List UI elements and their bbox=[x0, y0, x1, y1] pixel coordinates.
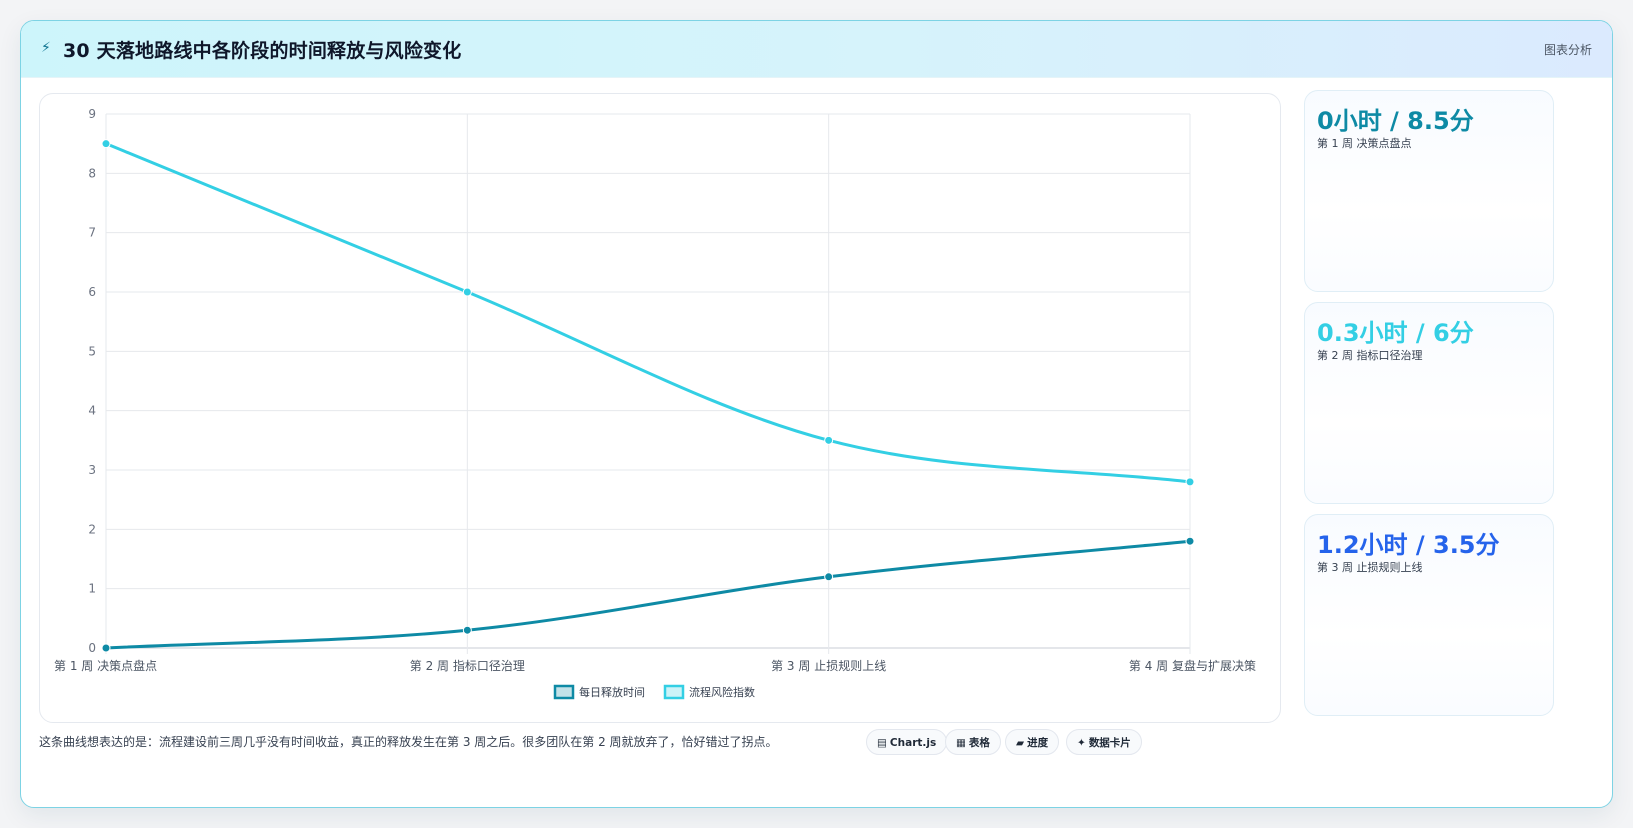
line-chart-panel: 0 1 2 3 4 5 6 7 8 9 第 1 周 决策点盘点 第 2 周 指标口径治理 第 3 周 止… bbox=[39, 93, 1281, 723]
card-header: ⚡ 30 天落地路线中各阶段的时间释放与风险变化 图表分析 bbox=[21, 21, 1612, 78]
line-chart: 0 1 2 3 4 5 6 7 8 9 第 1 周 决策点盘点 第 2 周 指标口径治理 第 3 周 止… bbox=[54, 107, 1256, 700]
data-point bbox=[101, 139, 111, 149]
stat-label: 第 2 周 指标口径治理 bbox=[1317, 349, 1423, 362]
x-tick-label: 第 2 周 指标口径治理 bbox=[410, 658, 525, 673]
legend-label: 每日释放时间 bbox=[579, 685, 645, 699]
sparkle-icon: ✦ bbox=[1077, 737, 1086, 749]
data-point bbox=[1185, 477, 1195, 487]
series-line-1 bbox=[105, 539, 1191, 650]
y-tick-label: 1 bbox=[88, 582, 96, 596]
y-tick-label: 6 bbox=[88, 285, 96, 299]
x-tick-label: 第 4 周 复盘与扩展决策 bbox=[1129, 658, 1256, 673]
data-point bbox=[101, 643, 111, 653]
x-tick-label: 第 1 周 决策点盘点 bbox=[54, 658, 157, 673]
data-card-pill[interactable]: ✦ 数据卡片 bbox=[1066, 729, 1142, 755]
data-point bbox=[462, 287, 472, 297]
stat-card-week-1: 0小时 / 8.5分 第 1 周 决策点盘点 bbox=[1304, 90, 1554, 292]
progress-icon: ▰ bbox=[1016, 737, 1025, 749]
bolt-icon: ⚡ bbox=[41, 40, 51, 56]
chart-card: ⚡ 30 天落地路线中各阶段的时间释放与风险变化 图表分析 0 1 2 3 4 5 6 7 8 9… bbox=[20, 20, 1613, 808]
legend-swatch bbox=[663, 684, 685, 700]
chart-icon: ▤ bbox=[877, 737, 887, 749]
pill-label: 数据卡片 bbox=[1088, 737, 1131, 749]
legend-swatch bbox=[553, 684, 575, 700]
stat-card-week-3: 1.2小时 / 3.5分 第 3 周 止损规则上线 bbox=[1304, 514, 1554, 716]
pill-label: Chart.js bbox=[889, 737, 937, 749]
stat-value: 0.3小时 / 6分 bbox=[1317, 319, 1474, 347]
x-tick-label: 第 3 周 止损规则上线 bbox=[771, 658, 886, 673]
chartjs-pill[interactable]: ▤ Chart.js bbox=[866, 729, 948, 755]
table-pill[interactable]: ▦ 表格 bbox=[945, 729, 1001, 755]
data-point bbox=[462, 625, 472, 635]
stat-label: 第 3 周 止损规则上线 bbox=[1317, 561, 1423, 574]
card-title: 30 天落地路线中各阶段的时间释放与风险变化 bbox=[63, 40, 462, 62]
y-tick-label: 2 bbox=[88, 522, 96, 536]
stat-value: 1.2小时 / 3.5分 bbox=[1317, 531, 1500, 559]
chart-analysis-tag: 图表分析 bbox=[1543, 43, 1592, 57]
data-point bbox=[1185, 536, 1195, 546]
series-line-2 bbox=[105, 142, 1191, 484]
stat-label: 第 1 周 决策点盘点 bbox=[1317, 137, 1412, 150]
stat-value: 0小时 / 8.5分 bbox=[1317, 107, 1474, 135]
pill-label: 进度 bbox=[1027, 737, 1049, 749]
y-tick-label: 8 bbox=[88, 166, 96, 180]
chart-note: 这条曲线想表达的是：流程建设前三周几乎没有时间收益，真正的释放发生在第 3 周之… bbox=[39, 735, 778, 749]
y-tick-label: 0 bbox=[88, 641, 96, 655]
y-tick-label: 9 bbox=[88, 107, 96, 121]
y-tick-label: 4 bbox=[88, 404, 96, 418]
stat-card-week-2: 0.3小时 / 6分 第 2 周 指标口径治理 bbox=[1304, 302, 1554, 504]
progress-pill[interactable]: ▰ 进度 bbox=[1005, 729, 1060, 755]
y-tick-label: 5 bbox=[88, 344, 96, 358]
legend-label: 流程风险指数 bbox=[689, 685, 755, 699]
table-icon: ▦ bbox=[956, 737, 966, 749]
data-point bbox=[824, 435, 834, 445]
y-tick-label: 3 bbox=[88, 463, 96, 477]
pill-label: 表格 bbox=[968, 737, 990, 749]
data-point bbox=[824, 572, 834, 582]
y-tick-label: 7 bbox=[88, 226, 96, 240]
